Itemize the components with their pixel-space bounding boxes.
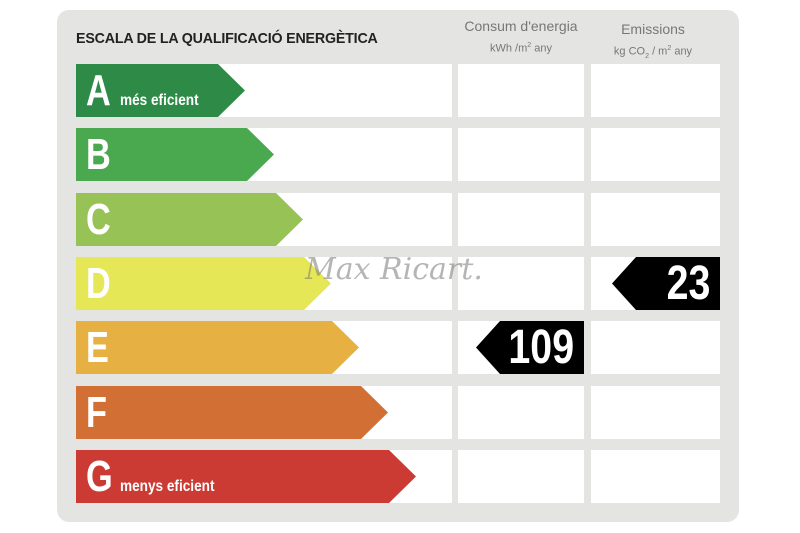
emissions-cell <box>591 193 720 246</box>
rating-arrow-f: F <box>76 386 388 439</box>
rating-arrow-d: D <box>76 257 331 310</box>
emissions-column-unit: kg CO2 / m2 any <box>613 45 693 60</box>
emissions-column-header: Emissions kg CO2 / m2 any <box>590 20 716 64</box>
emissions-cell <box>591 321 720 374</box>
rating-arrow-b: B <box>76 128 274 181</box>
watermark-text: Max Ricart. <box>305 252 483 287</box>
energy-cell <box>458 128 584 181</box>
rating-letter: F <box>86 388 107 437</box>
emissions-cell <box>591 450 720 503</box>
emissions-value-tag: 23 <box>612 257 720 310</box>
energy-cell <box>458 450 584 503</box>
energy-column-label: Consum d'energia <box>464 18 578 34</box>
rating-letter: C <box>86 195 111 244</box>
emissions-column-label: Emissions <box>621 21 685 37</box>
energy-value-tag: 109 <box>476 321 584 374</box>
rating-letter: D <box>86 259 111 308</box>
energy-cell <box>458 193 584 246</box>
rating-arrow-c: C <box>76 193 303 246</box>
energy-cell <box>458 257 584 310</box>
emissions-cell <box>591 64 720 117</box>
energy-cell <box>458 64 584 117</box>
rating-sublabel: menys eficient <box>120 478 215 495</box>
rating-sublabel: més eficient <box>120 92 199 109</box>
rating-letter: A <box>86 66 111 115</box>
emissions-cell <box>591 386 720 439</box>
rating-letter: G <box>86 452 113 501</box>
certificate-title: ESCALA DE LA QUALIFICACIÓ ENERGÈTICA <box>76 30 378 47</box>
rating-letter: E <box>86 323 109 372</box>
emissions-value: 23 <box>666 257 710 310</box>
energy-column-unit: kWh /m2 any <box>490 42 552 55</box>
rating-letter: B <box>86 130 111 179</box>
energy-cell <box>458 386 584 439</box>
rating-arrow-e: E <box>76 321 359 374</box>
emissions-cell <box>591 128 720 181</box>
energy-value: 109 <box>508 321 574 374</box>
energy-column-header: Consum d'energia kWh /m2 any <box>458 17 584 56</box>
